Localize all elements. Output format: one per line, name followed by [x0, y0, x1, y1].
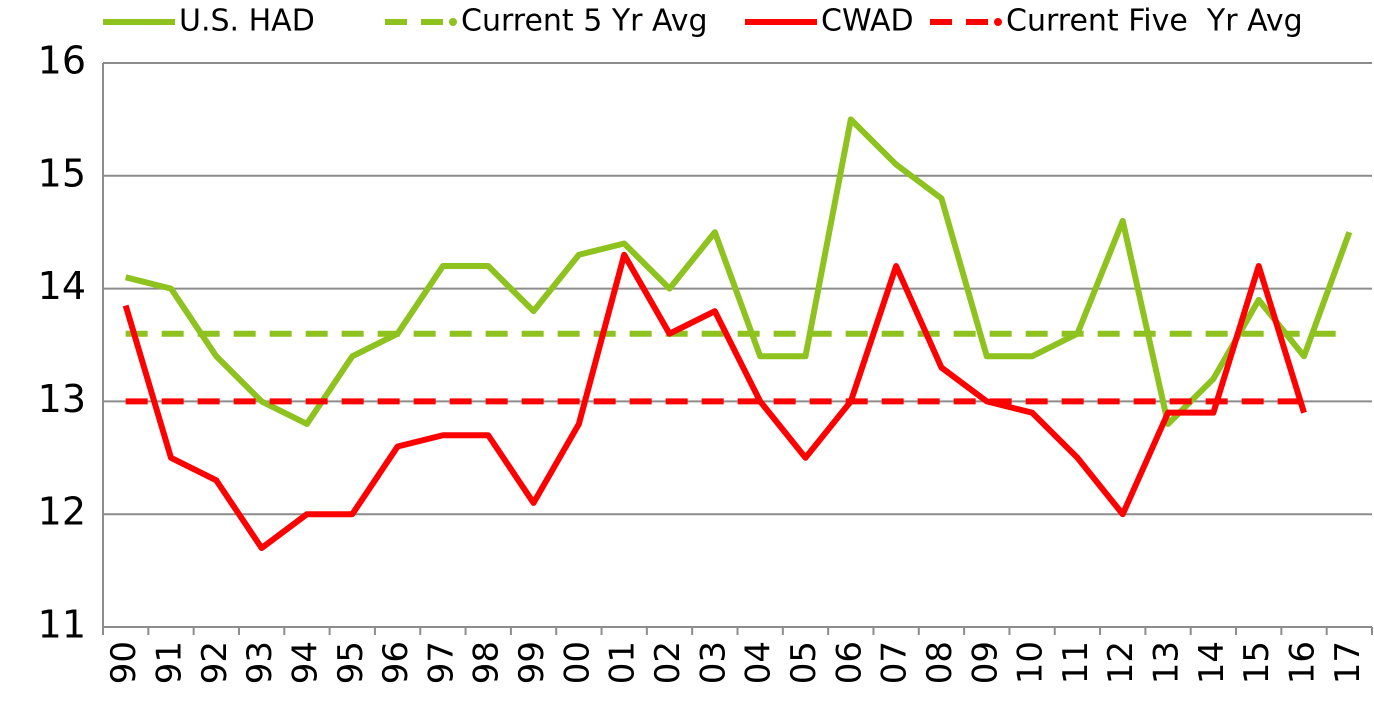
x-tick-label: 00	[557, 641, 597, 684]
x-tick-label: 90	[104, 641, 144, 684]
x-tick-label: 09	[965, 641, 1005, 684]
y-tick-label: 13	[38, 377, 86, 421]
x-tick-label: 94	[285, 641, 325, 684]
x-tick-label: 96	[376, 641, 416, 684]
x-tick-label: 01	[603, 641, 643, 684]
x-tick-label: 99	[512, 641, 552, 684]
y-tick-label: 15	[38, 151, 86, 195]
y-tick-label: 12	[38, 490, 86, 534]
x-tick-label: 06	[829, 641, 869, 684]
legend-dot	[449, 18, 457, 26]
x-tick-label: 14	[1192, 641, 1232, 684]
x-tick-label: 13	[1147, 641, 1187, 684]
x-tick-label: 03	[693, 641, 733, 684]
x-tick-label: 97	[421, 641, 461, 684]
x-tick-label: 11	[1056, 641, 1096, 684]
x-tick-label: 98	[467, 641, 507, 684]
x-tick-label: 04	[739, 641, 779, 684]
x-tick-label: 92	[195, 641, 235, 684]
legend-label: Current 5 Yr Avg	[461, 4, 708, 39]
x-tick-label: 15	[1237, 641, 1277, 684]
x-tick-label: 16	[1283, 641, 1323, 684]
x-tick-label: 10	[1011, 641, 1051, 684]
x-tick-label: 07	[875, 641, 915, 684]
legend-label: CWAD	[821, 4, 914, 39]
x-tick-label: 91	[149, 641, 189, 684]
y-tick-label: 11	[38, 603, 86, 647]
legend-label: U.S. HAD	[179, 4, 315, 39]
legend-label: Current Five Yr Avg	[1006, 4, 1303, 39]
x-tick-label: 05	[784, 641, 824, 684]
x-tick-label: 02	[648, 641, 688, 684]
x-tick-label: 12	[1101, 641, 1141, 684]
y-tick-label: 14	[38, 264, 86, 308]
legend-dot	[994, 18, 1002, 26]
y-tick-label: 16	[38, 39, 86, 83]
line	[122, 251, 1307, 552]
x-tick-label: 93	[240, 641, 280, 684]
x-tick-label: 08	[920, 641, 960, 684]
x-tick-label: 17	[1328, 641, 1368, 684]
x-tick-label: 95	[331, 641, 371, 684]
line	[124, 116, 1353, 427]
